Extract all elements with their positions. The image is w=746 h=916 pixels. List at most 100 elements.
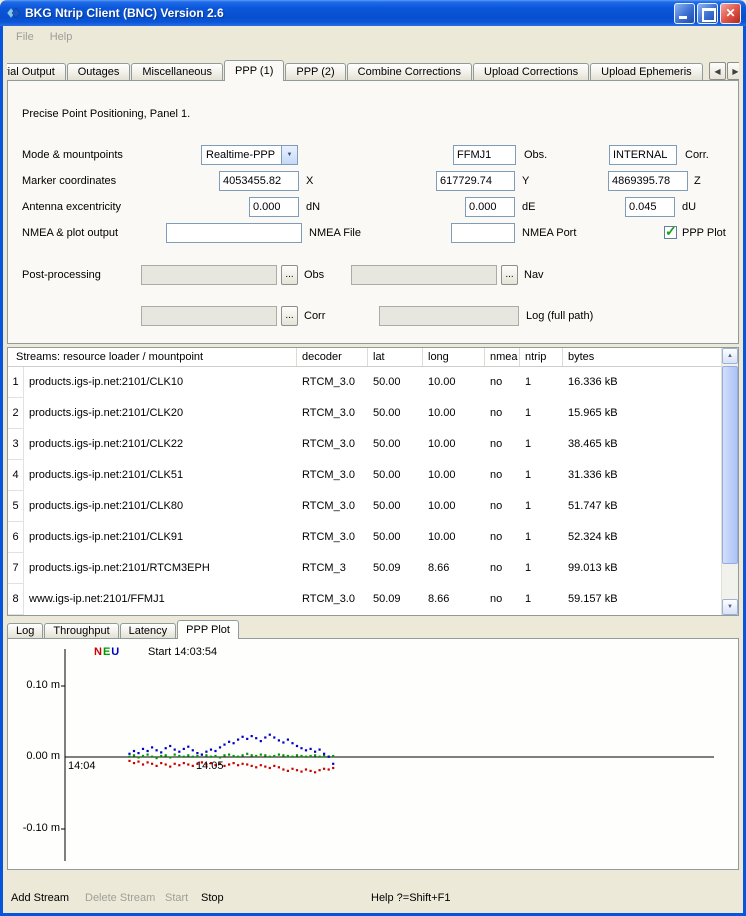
postproc-obs-field[interactable] bbox=[141, 265, 277, 285]
cell-bytes: 99.013 kB bbox=[568, 562, 618, 574]
tab-scroll-buttons: ◀ ▶ bbox=[709, 62, 739, 80]
table-row[interactable]: 5 products.igs-ip.net:2101/CLK80 RTCM_3.0 5… bbox=[8, 491, 721, 522]
plot-point-u bbox=[318, 748, 321, 751]
tab-ppp-2[interactable]: PPP (2) bbox=[285, 63, 346, 80]
table-row[interactable]: 2 products.igs-ip.net:2101/CLK20 RTCM_3.0 5… bbox=[8, 398, 721, 429]
postproc-corr-field[interactable] bbox=[141, 306, 277, 326]
bottom-tab-throughput[interactable]: Throughput bbox=[44, 623, 119, 638]
plot-point-u bbox=[191, 749, 194, 752]
plot-point-n bbox=[268, 766, 271, 770]
bottom-tab-latency[interactable]: Latency bbox=[119, 623, 177, 638]
plot-point-n bbox=[304, 768, 308, 771]
minimize-button[interactable] bbox=[674, 2, 695, 24]
plot-point-n bbox=[232, 762, 235, 765]
plot-point-e bbox=[151, 755, 154, 758]
antenna-de-field[interactable] bbox=[465, 197, 515, 217]
menu-help[interactable]: Help bbox=[49, 31, 73, 43]
titlebar: BKG Ntrip Client (BNC) Version 2.6 bbox=[0, 0, 746, 26]
postproc-log-field[interactable] bbox=[379, 306, 519, 326]
scrollbar-thumb[interactable] bbox=[722, 366, 738, 564]
marker-y-field[interactable] bbox=[436, 171, 515, 191]
plot-point-e bbox=[255, 754, 258, 758]
tab-rial-output[interactable]: rial Output bbox=[7, 63, 66, 80]
plot-point-u bbox=[187, 745, 190, 748]
maximize-button[interactable] bbox=[697, 2, 718, 24]
nmea-file-field[interactable] bbox=[166, 223, 302, 243]
cell-mountpoint: products.igs-ip.net:2101/CLK20 bbox=[29, 407, 184, 419]
cell-rownum: 3 bbox=[8, 429, 24, 460]
plot-point-u bbox=[132, 749, 136, 753]
cell-long: 10.00 bbox=[428, 531, 456, 543]
ppp-plot-checkbox[interactable]: ✓ bbox=[664, 223, 677, 239]
cell-decoder: RTCM_3.0 bbox=[302, 500, 355, 512]
cell-nmea: no bbox=[490, 531, 503, 543]
table-row[interactable]: 8 www.igs-ip.net:2101/FFMJ1 RTCM_3.0 50.09 8… bbox=[8, 584, 721, 615]
plot-point-u bbox=[169, 744, 172, 748]
plot-start-label: Start 14:03:54 bbox=[148, 646, 218, 658]
antenna-du-field[interactable] bbox=[625, 197, 675, 217]
tab-miscellaneous[interactable]: Miscellaneous bbox=[131, 63, 224, 80]
browse-obs-button[interactable]: ... bbox=[281, 265, 298, 285]
marker-z-field[interactable] bbox=[608, 171, 688, 191]
plot-point-e bbox=[141, 754, 145, 758]
tab-ppp-1[interactable]: PPP (1) bbox=[224, 60, 285, 81]
mode-dropdown[interactable]: Realtime-PPP ▼ bbox=[201, 145, 298, 165]
plot-point-u bbox=[286, 738, 289, 741]
tab-outages[interactable]: Outages bbox=[66, 63, 131, 80]
browse-nav-button[interactable]: ... bbox=[501, 265, 518, 285]
cell-decoder: RTCM_3.0 bbox=[302, 438, 355, 450]
plot-point-u bbox=[250, 735, 253, 738]
cell-rownum: 8 bbox=[8, 584, 24, 615]
table-row[interactable]: 6 products.igs-ip.net:2101/CLK91 RTCM_3.0 5… bbox=[8, 522, 721, 553]
plot-point-n bbox=[241, 762, 244, 765]
bottom-tab-ppp-plot[interactable]: PPP Plot bbox=[177, 620, 239, 639]
xtick-1405: 14:05 bbox=[196, 760, 224, 772]
cell-nmea: no bbox=[490, 500, 503, 512]
tab-upload-corrections[interactable]: Upload Corrections bbox=[473, 63, 590, 80]
obs-mountpoint-field[interactable] bbox=[453, 145, 516, 165]
ellipsis-icon: ... bbox=[285, 310, 294, 321]
scroll-down-button[interactable]: ▼ bbox=[722, 599, 738, 615]
browse-corr-button[interactable]: ... bbox=[281, 306, 298, 326]
table-row[interactable]: 4 products.igs-ip.net:2101/CLK51 RTCM_3.0 5… bbox=[8, 460, 721, 491]
plot-point-u bbox=[309, 747, 312, 750]
header-nmea: nmea bbox=[485, 348, 520, 366]
nmea-port-field[interactable] bbox=[451, 223, 515, 243]
table-row[interactable]: 3 products.igs-ip.net:2101/CLK22 RTCM_3.0 5… bbox=[8, 429, 721, 460]
cell-long: 10.00 bbox=[428, 438, 456, 450]
antenna-dn-field[interactable] bbox=[249, 197, 299, 217]
cell-rownum: 6 bbox=[8, 522, 24, 553]
plot-point-n bbox=[318, 769, 321, 772]
panel-heading: Precise Point Positioning, Panel 1. bbox=[22, 108, 191, 120]
du-label: dU bbox=[682, 201, 697, 213]
plot-point-e bbox=[218, 756, 222, 759]
triangle-down-icon: ▼ bbox=[727, 604, 733, 610]
tab-combine-corrections[interactable]: Combine Corrections bbox=[346, 63, 472, 80]
delete-stream-button[interactable]: Delete Stream bbox=[85, 892, 156, 904]
tab-scroll-left-button[interactable]: ◀ bbox=[709, 62, 726, 80]
tab-scroll-right-button[interactable]: ▶ bbox=[727, 62, 739, 80]
postproc-nav-field[interactable] bbox=[351, 265, 497, 285]
table-row[interactable]: 1 products.igs-ip.net:2101/CLK10 RTCM_3.0 5… bbox=[8, 367, 721, 398]
corr-mountpoint-field[interactable] bbox=[609, 145, 677, 165]
tab-upload-ephemeris[interactable]: Upload Ephemeris bbox=[590, 63, 703, 80]
scrollbar-track[interactable] bbox=[722, 364, 738, 599]
add-stream-button[interactable]: Add Stream bbox=[11, 892, 70, 904]
stop-button[interactable]: Stop bbox=[201, 892, 224, 904]
plot-point-e bbox=[304, 755, 308, 758]
plot-point-n bbox=[250, 764, 253, 767]
bottom-tab-log[interactable]: Log bbox=[7, 623, 44, 638]
plot-point-e bbox=[300, 754, 303, 758]
cell-mountpoint: www.igs-ip.net:2101/FFMJ1 bbox=[29, 593, 165, 605]
marker-x-field[interactable] bbox=[219, 171, 299, 191]
cell-rownum: 1 bbox=[8, 367, 24, 398]
start-button[interactable]: Start bbox=[165, 892, 189, 904]
plot-point-e bbox=[182, 755, 185, 758]
close-button[interactable] bbox=[720, 2, 741, 24]
scroll-up-button[interactable]: ▲ bbox=[722, 348, 738, 364]
table-row[interactable]: 7 products.igs-ip.net:2101/RTCM3EPH RTCM_3… bbox=[8, 553, 721, 584]
plot-point-u bbox=[255, 737, 258, 740]
ytick-010: 0.10 m bbox=[26, 679, 60, 691]
streams-scrollbar[interactable]: ▲ ▼ bbox=[721, 348, 738, 615]
menu-file[interactable]: File bbox=[16, 31, 34, 43]
